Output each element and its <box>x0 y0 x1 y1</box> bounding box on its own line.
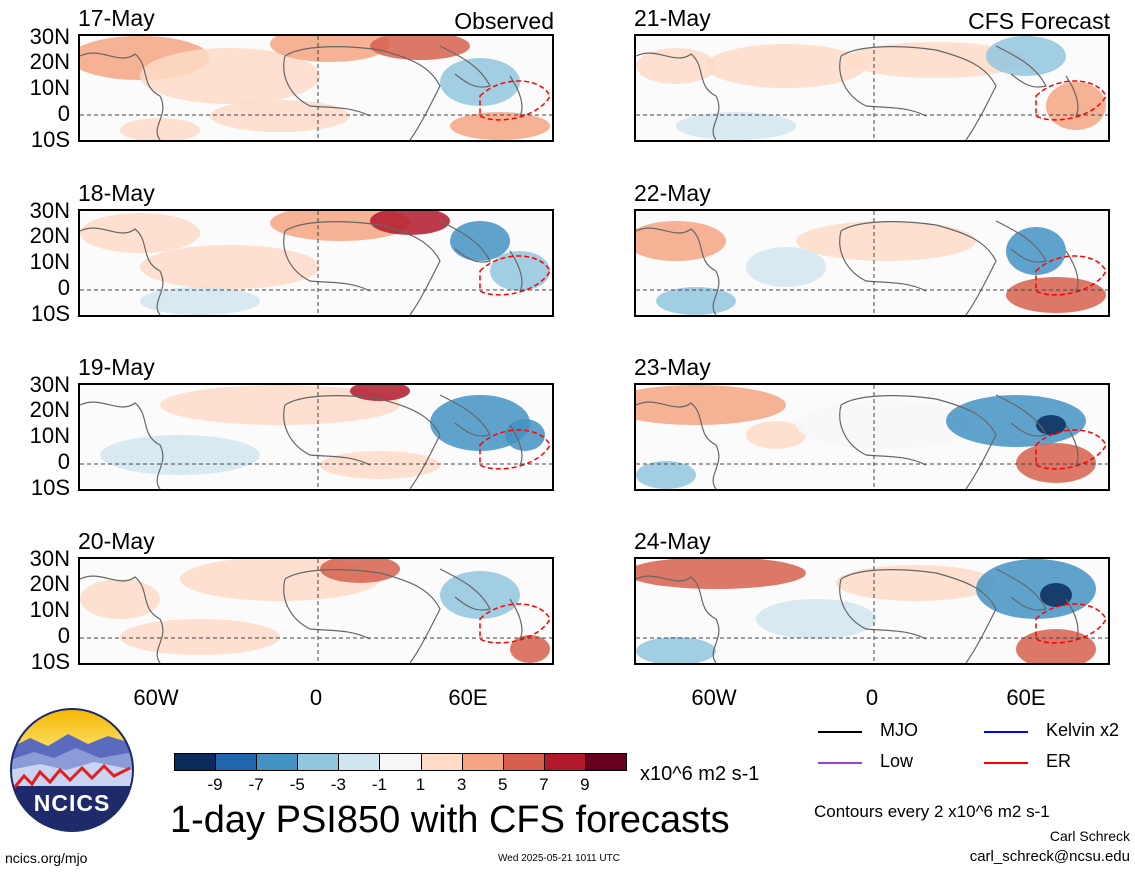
contours-note: Contours every 2 x10^6 m2 s-1 <box>814 802 1050 821</box>
colorbar-tick-label: -5 <box>289 775 305 794</box>
legend-swatch-kelvin <box>984 731 1028 733</box>
colorbar-cell <box>379 753 422 771</box>
colorbar-cell <box>461 753 504 771</box>
lat-label: 10S <box>30 475 70 500</box>
lon-label: 0 <box>309 685 323 710</box>
colorbar-cell <box>174 753 217 771</box>
colorbar-tick-label: 9 <box>580 775 590 794</box>
panel-date: 18-May <box>78 180 155 206</box>
colorbar-units: x10^6 m2 s-1 <box>640 763 760 785</box>
lon-label: 60E <box>1006 685 1046 710</box>
observed-label: Observed <box>454 8 554 34</box>
lat-label: 20N <box>29 397 70 422</box>
colorbar-tick-label: -7 <box>248 775 264 794</box>
map-panel <box>634 209 1110 317</box>
legend-label-low: Low <box>880 751 914 771</box>
logo-text: NCICS <box>33 790 111 816</box>
colorbar-tick-label: -1 <box>371 775 388 794</box>
lat-label: 10N <box>29 597 70 622</box>
lat-label: 10N <box>29 249 70 274</box>
colorbar-cell <box>297 753 340 771</box>
ncics-logo: NCICS <box>10 708 134 832</box>
logo-emblem <box>10 708 134 832</box>
colorbar-cell <box>215 753 258 771</box>
legend-swatch-low <box>818 762 862 764</box>
colorbar-cell <box>338 753 381 771</box>
map-field <box>636 36 1108 140</box>
lon-label: 60W <box>691 685 737 710</box>
timestamp: Wed 2025-05-21 1011 UTC <box>498 853 620 864</box>
legend-label-kelvin: Kelvin x2 <box>1046 720 1120 740</box>
lon-label: 60E <box>448 685 488 710</box>
lat-label: 0 <box>57 275 70 300</box>
legend-label-mjo: MJO <box>880 720 918 740</box>
lat-label: 10N <box>29 423 70 448</box>
panel-date: 19-May <box>78 354 155 380</box>
map-panel <box>78 34 554 142</box>
lat-label: 0 <box>57 449 70 474</box>
author-name: Carl Schreck <box>1049 828 1130 844</box>
colorbar-cell <box>543 753 586 771</box>
panel-date: 17-May <box>78 5 155 31</box>
panel-date: 24-May <box>634 528 711 554</box>
source-url: ncics.org/mjo <box>5 850 88 866</box>
map-panel <box>634 34 1110 142</box>
colorbar-cell <box>584 753 627 771</box>
map-field <box>636 385 1108 489</box>
colorbar <box>174 753 627 771</box>
author-email: carl_schreck@ncsu.edu <box>969 848 1130 865</box>
map-panel <box>78 557 554 665</box>
map-field <box>80 211 552 315</box>
map-field <box>80 36 552 140</box>
map-panel <box>78 209 554 317</box>
lon-label: 60W <box>133 685 179 710</box>
map-field <box>636 211 1108 315</box>
legend-label-er: ER <box>1046 751 1072 771</box>
map-field <box>80 559 552 663</box>
colorbar-cell <box>420 753 463 771</box>
map-panel <box>634 557 1110 665</box>
lat-label: 10S <box>30 127 70 152</box>
panel-date: 21-May <box>634 5 711 31</box>
colorbar-tick-label: 5 <box>497 775 508 794</box>
legend-swatch-er <box>984 762 1028 764</box>
lat-label: 30N <box>29 24 70 49</box>
map-field <box>80 385 552 489</box>
colorbar-labels: -9 -7 -5 -3 -1 1 3 5 7 9 <box>174 773 626 795</box>
lat-label: 30N <box>29 372 70 397</box>
lat-label: 0 <box>57 101 70 126</box>
lat-label: 0 <box>57 623 70 648</box>
legend-swatch-mjo <box>818 731 862 733</box>
colorbar-tick-label: 3 <box>456 775 467 794</box>
panel-date: 23-May <box>634 354 711 380</box>
lat-label: 20N <box>29 223 70 248</box>
figure-title: 1-day PSI850 with CFS forecasts <box>170 799 730 841</box>
lat-label: 20N <box>29 571 70 596</box>
map-field <box>636 559 1108 663</box>
colorbar-tick-label: -3 <box>330 775 346 794</box>
map-panel <box>634 383 1110 491</box>
panel-date: 20-May <box>78 528 155 554</box>
lat-label: 10S <box>30 301 70 326</box>
panel-date: 22-May <box>634 180 711 206</box>
lat-label: 30N <box>29 198 70 223</box>
lon-label: 0 <box>865 685 879 710</box>
lat-label: 10S <box>30 649 70 674</box>
forecast-label: CFS Forecast <box>968 8 1110 34</box>
map-panel <box>78 383 554 491</box>
colorbar-tick-label: 1 <box>415 775 426 794</box>
colorbar-tick-label: 7 <box>539 775 549 794</box>
lat-label: 20N <box>29 49 70 74</box>
colorbar-cell <box>502 753 545 771</box>
lat-label: 10N <box>29 75 70 100</box>
colorbar-tick-label: -9 <box>207 775 223 794</box>
lat-label: 30N <box>29 546 70 571</box>
colorbar-cell <box>256 753 299 771</box>
